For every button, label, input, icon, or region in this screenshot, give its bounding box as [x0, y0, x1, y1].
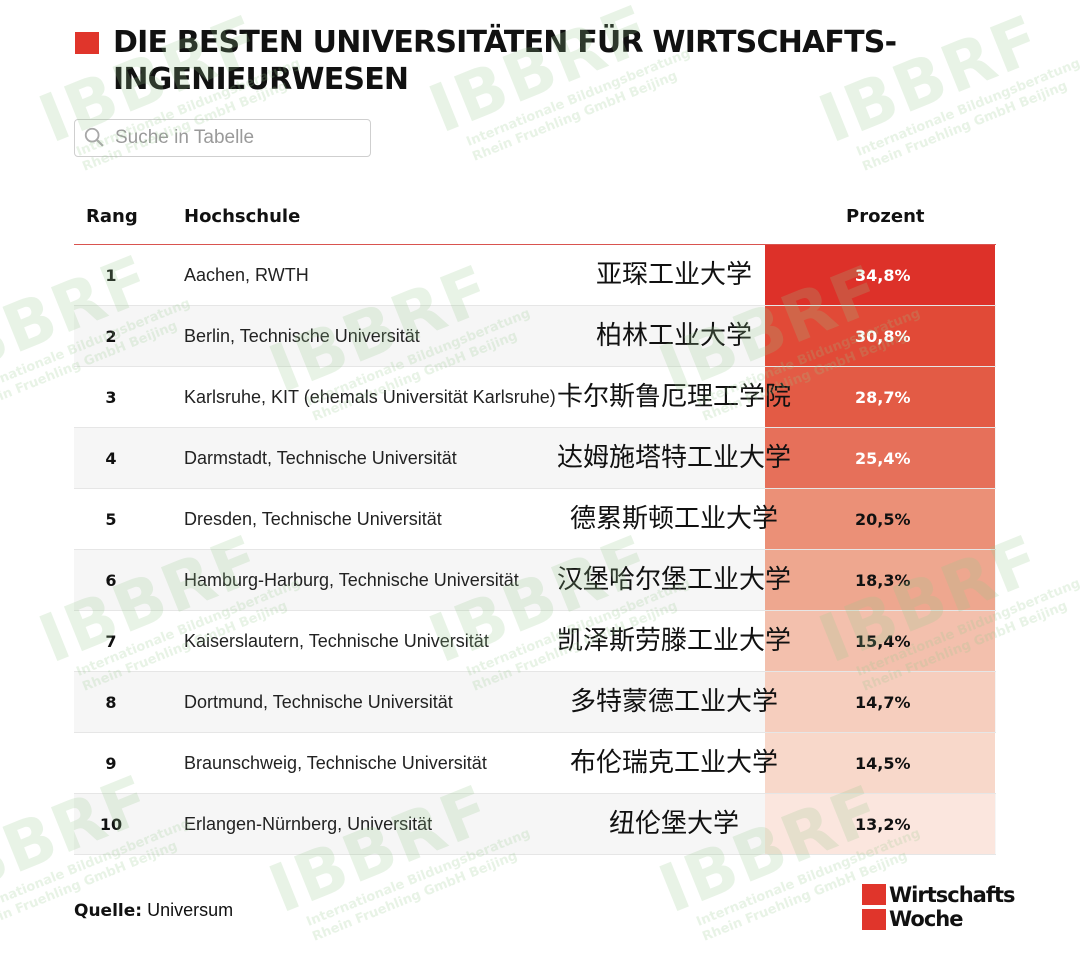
percent-cell: 28,7%: [765, 367, 995, 427]
source-value: Universum: [147, 900, 234, 920]
table-row: 5 Dresden, Technische Universität 20,5% …: [74, 489, 996, 550]
percent-cell: 14,7%: [765, 672, 995, 732]
page-title: DIE BESTEN UNIVERSITÄTEN FÜR WIRTSCHAFTS…: [113, 25, 897, 97]
school-cell: Hamburg-Harburg, Technische Universität: [184, 570, 519, 590]
column-header-percent[interactable]: Prozent: [846, 206, 925, 227]
rank-cell: 2: [105, 327, 117, 346]
rank-cell: 5: [105, 510, 117, 529]
logo-line-1: Wirtschafts: [889, 883, 1015, 907]
table-row: 4 Darmstadt, Technische Universität 25,4…: [74, 428, 996, 489]
rank-cell: 9: [105, 754, 117, 773]
school-cell: Darmstadt, Technische Universität: [184, 448, 457, 468]
table-row: 7 Kaiserslautern, Technische Universität…: [74, 611, 996, 672]
table-row: 6 Hamburg-Harburg, Technische Universitä…: [74, 550, 996, 611]
school-cell: Kaiserslautern, Technische Universität: [184, 631, 489, 651]
school-cell: Braunschweig, Technische Universität: [184, 753, 487, 773]
rank-cell: 1: [105, 266, 117, 285]
percent-cell: 15,4%: [765, 611, 995, 671]
rank-cell: 3: [105, 388, 117, 407]
rank-cell: 10: [99, 815, 123, 834]
percent-cell: 34,8%: [765, 245, 995, 305]
table-row: 9 Braunschweig, Technische Universität 1…: [74, 733, 996, 794]
header-divider: [74, 244, 996, 245]
source-note: Quelle: Universum: [74, 900, 233, 921]
percent-cell: 18,3%: [765, 550, 995, 610]
logo-mark-icon: [862, 884, 886, 930]
table-search[interactable]: [74, 119, 371, 157]
school-cell: Dresden, Technische Universität: [184, 509, 442, 529]
school-cell: Karlsruhe, KIT (ehemals Universität Karl…: [184, 387, 556, 407]
source-label: Quelle:: [74, 901, 143, 921]
search-input[interactable]: [115, 123, 365, 153]
title-marker: [75, 32, 99, 54]
column-header-school[interactable]: Hochschule: [184, 206, 301, 227]
percent-cell: 20,5%: [765, 489, 995, 549]
percent-cell: 25,4%: [765, 428, 995, 488]
percent-cell: 30,8%: [765, 306, 995, 366]
rank-cell: 7: [105, 632, 117, 651]
wirtschaftswoche-logo: Wirtschafts Woche: [862, 883, 1015, 931]
table-row: 2 Berlin, Technische Universität 30,8% 柏…: [74, 306, 996, 367]
rank-cell: 8: [105, 693, 117, 712]
logo-text: Wirtschafts Woche: [889, 883, 1015, 931]
percent-cell: 14,5%: [765, 733, 995, 793]
rank-cell: 4: [105, 449, 117, 468]
table-row: 1 Aachen, RWTH 34,8% 亚琛工业大学: [74, 245, 996, 306]
ranking-table: 1 Aachen, RWTH 34,8% 亚琛工业大学 2 Berlin, Te…: [74, 245, 996, 855]
column-header-rank[interactable]: Rang: [86, 206, 138, 227]
rank-cell: 6: [105, 571, 117, 590]
school-cell: Erlangen-Nürnberg, Universität: [184, 814, 433, 834]
school-cell: Dortmund, Technische Universität: [184, 692, 453, 712]
logo-line-2: Woche: [889, 907, 963, 931]
school-cell: Berlin, Technische Universität: [184, 326, 420, 346]
search-icon: [84, 127, 104, 147]
school-cell: Aachen, RWTH: [184, 265, 309, 285]
table-row: 10 Erlangen-Nürnberg, Universität 13,2% …: [74, 794, 996, 855]
table-row: 8 Dortmund, Technische Universität 14,7%…: [74, 672, 996, 733]
table-row: 3 Karlsruhe, KIT (ehemals Universität Ka…: [74, 367, 996, 428]
percent-cell: 13,2%: [765, 794, 995, 854]
